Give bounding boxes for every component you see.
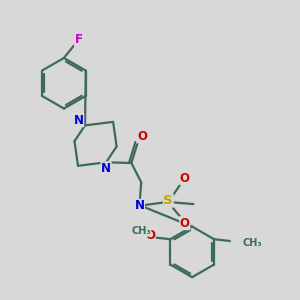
Text: F: F xyxy=(75,33,83,46)
Text: CH₃: CH₃ xyxy=(242,238,262,248)
Text: S: S xyxy=(164,194,173,207)
Text: O: O xyxy=(145,229,155,242)
Text: O: O xyxy=(180,172,190,184)
Text: CH₃: CH₃ xyxy=(131,226,151,236)
Text: N: N xyxy=(101,162,111,175)
Text: O: O xyxy=(137,130,147,143)
Text: N: N xyxy=(134,200,145,212)
Text: N: N xyxy=(74,114,84,127)
Text: O: O xyxy=(180,217,190,230)
